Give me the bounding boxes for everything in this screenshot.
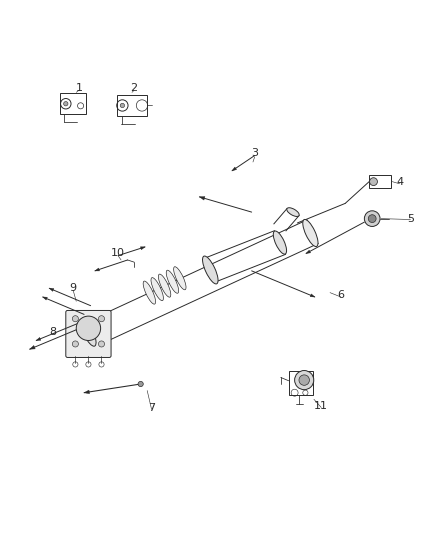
Ellipse shape (202, 256, 218, 284)
Circle shape (368, 215, 376, 223)
Circle shape (99, 316, 105, 322)
Circle shape (99, 341, 105, 347)
Text: 5: 5 (407, 214, 414, 224)
Polygon shape (95, 268, 99, 271)
Bar (60, 93, 86, 114)
Polygon shape (43, 297, 47, 300)
Ellipse shape (303, 220, 318, 247)
Text: 7: 7 (148, 403, 155, 413)
Circle shape (299, 375, 309, 385)
Polygon shape (30, 345, 35, 349)
Polygon shape (36, 337, 41, 341)
Circle shape (364, 211, 380, 227)
Ellipse shape (166, 270, 179, 293)
Text: 3: 3 (251, 148, 258, 158)
Ellipse shape (173, 266, 186, 290)
Ellipse shape (273, 231, 286, 254)
Text: 10: 10 (111, 248, 125, 259)
Circle shape (64, 102, 68, 106)
Ellipse shape (143, 281, 155, 304)
Circle shape (76, 316, 101, 341)
Bar (289, 371, 313, 395)
Text: 1: 1 (75, 83, 82, 93)
Circle shape (370, 177, 378, 185)
Text: 6: 6 (337, 290, 344, 300)
Text: 2: 2 (131, 83, 138, 93)
Polygon shape (232, 167, 237, 171)
Polygon shape (49, 288, 54, 292)
Text: 4: 4 (396, 176, 403, 187)
Polygon shape (310, 294, 315, 297)
Ellipse shape (287, 208, 299, 216)
Text: 11: 11 (314, 401, 328, 411)
Text: 9: 9 (70, 283, 77, 293)
Circle shape (72, 341, 78, 347)
Polygon shape (141, 247, 145, 249)
Polygon shape (306, 250, 311, 254)
Bar (117, 94, 147, 116)
FancyBboxPatch shape (66, 310, 111, 358)
Bar (369, 175, 391, 188)
Text: 8: 8 (49, 327, 57, 337)
Circle shape (138, 382, 143, 386)
Circle shape (120, 103, 124, 108)
Polygon shape (199, 197, 205, 200)
Circle shape (295, 370, 314, 390)
Ellipse shape (151, 278, 163, 301)
Polygon shape (84, 390, 89, 394)
Ellipse shape (81, 319, 96, 346)
Circle shape (72, 316, 78, 322)
Ellipse shape (159, 274, 171, 297)
